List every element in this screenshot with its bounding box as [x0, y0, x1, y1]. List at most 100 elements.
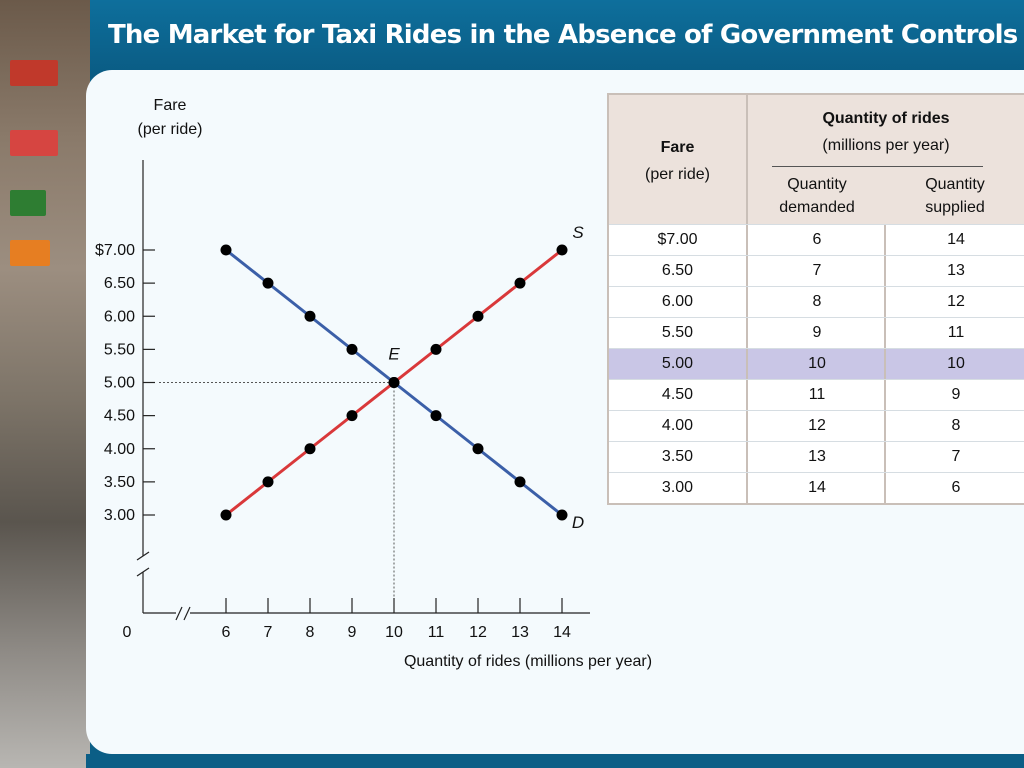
quantity-supplied-cell: 7 — [884, 442, 1024, 472]
x-tick-label: 9 — [348, 624, 357, 641]
quantity-demanded-cell: 11 — [746, 380, 886, 410]
table-row: 3.50 13 7 — [609, 441, 1024, 472]
series — [220, 244, 568, 521]
y-axis-title: Fare — [154, 97, 187, 114]
quantity-supplied-cell: 10 — [884, 349, 1024, 379]
quantity-supplied-cell: 13 — [884, 256, 1024, 286]
supply-point — [556, 244, 568, 256]
table-header: Fare (per ride) Quantity of rides (milli… — [609, 95, 1024, 224]
quantity-demanded-cell: 14 — [746, 473, 886, 503]
quantity-supplied-cell: 12 — [884, 287, 1024, 317]
fare-cell: 6.00 — [661, 293, 694, 310]
y-tick-label: 3.50 — [104, 474, 135, 491]
demand-point — [430, 410, 442, 422]
x-tick-label: 6 — [222, 624, 231, 641]
demand-curve-label: D — [572, 513, 584, 532]
quantity-header: Quantity of rides — [822, 110, 950, 127]
x-tick-label: 7 — [264, 624, 273, 641]
fare-cell: 6.50 — [661, 262, 694, 279]
axes: $7.00 6.50 6.00 5.50 5.00 4.50 4.00 3.50 3.00 6 7 8… — [95, 160, 590, 641]
y-tick-label: $7.00 — [95, 242, 135, 259]
photo-sign — [10, 190, 46, 216]
fare-cell: 4.00 — [661, 417, 694, 434]
y-tick-label: 6.50 — [104, 275, 135, 292]
y-axis-break — [136, 551, 150, 561]
supply-point — [346, 410, 358, 422]
quantity-demanded-cell: 9 — [746, 318, 886, 348]
quantity-demanded-cell: 13 — [746, 442, 886, 472]
demand-point — [556, 509, 568, 521]
supply-point — [262, 476, 274, 488]
table-row: 4.50 11 9 — [609, 379, 1024, 410]
title-bar — [90, 0, 1024, 78]
x-tick-label: 11 — [428, 624, 445, 641]
chart-labels: Fare (per ride) Quantity of rides (million… — [138, 97, 653, 670]
quantity-supplied-cell: 8 — [884, 411, 1024, 441]
x-tick-label: 12 — [469, 624, 487, 641]
supply-curve-label: S — [572, 223, 584, 242]
demand-point — [304, 310, 316, 322]
header-line: demanded — [779, 199, 855, 216]
quantity-supplied-cell: 9 — [884, 380, 1024, 410]
y-axis-break — [136, 567, 150, 577]
table-row: 6.00 8 12 — [609, 286, 1024, 317]
x-tick-label: 14 — [553, 624, 571, 641]
supply-point — [430, 343, 442, 355]
equilibrium-guides — [159, 382, 395, 598]
table-row: 5.00 10 10 — [609, 348, 1024, 379]
x-tick-label: 8 — [306, 624, 315, 641]
table-row: 3.00 14 6 — [609, 472, 1024, 503]
fare-cell: 4.50 — [661, 386, 694, 403]
quantity-demanded-header: Quantity demanded — [748, 173, 886, 219]
photo-sign — [10, 60, 58, 86]
table-body: $7.00 6 14 6.50 7 13 6.00 8 12 5.50 9 11 5.00 10 10 4.5… — [609, 224, 1024, 503]
fare-cell: 3.50 — [661, 448, 694, 465]
photo-sign — [10, 240, 50, 266]
header-line: supplied — [925, 199, 985, 216]
fare-cell: 3.00 — [661, 479, 694, 496]
supply-point — [388, 377, 400, 388]
quantity-demanded-cell: 7 — [746, 256, 886, 286]
quantity-demanded-cell: 10 — [746, 349, 886, 379]
supply-point — [514, 277, 526, 289]
quantity-supplied-cell: 11 — [884, 318, 1024, 348]
supply-point — [472, 310, 484, 322]
equilibrium-label: E — [388, 345, 400, 364]
quantity-supplied-header: Quantity supplied — [886, 173, 1024, 219]
supply-point — [220, 509, 232, 521]
fare-subheader: (per ride) — [645, 166, 710, 183]
y-axis-title: (per ride) — [138, 121, 203, 138]
slide-title: The Market for Taxi Rides in the Absence… — [108, 20, 1018, 50]
quantity-demanded-cell: 12 — [746, 411, 886, 441]
quantity-supplied-cell: 14 — [884, 225, 1024, 255]
demand-point — [472, 443, 484, 455]
header-line: Quantity — [787, 176, 847, 193]
fare-cell: $7.00 — [657, 231, 698, 248]
photo-sign — [10, 130, 58, 156]
y-tick-label: 4.50 — [104, 408, 135, 425]
fare-header: Fare — [660, 139, 695, 156]
x-axis-title: Quantity of rides (millions per year) — [404, 653, 652, 670]
y-tick-label: 5.50 — [104, 341, 135, 358]
table-row: 4.00 12 8 — [609, 410, 1024, 441]
y-tick-label: 5.00 — [104, 375, 135, 392]
fare-header-cell: Fare (per ride) — [609, 95, 748, 224]
quantity-header-cell: Quantity of rides (millions per year) — [748, 109, 1024, 156]
bottom-bar — [86, 754, 1024, 768]
header-line: Quantity — [925, 176, 985, 193]
x-axis-break — [175, 606, 183, 621]
table-row: $7.00 6 14 — [609, 224, 1024, 255]
demand-point — [262, 277, 274, 289]
x-tick-label: 10 — [385, 624, 403, 641]
x-origin-label: 0 — [123, 624, 132, 641]
table-row: 6.50 7 13 — [609, 255, 1024, 286]
y-tick-label: 3.00 — [104, 507, 135, 524]
table-row: 5.50 9 11 — [609, 317, 1024, 348]
x-tick-label: 13 — [511, 624, 529, 641]
quantity-supplied-cell: 6 — [884, 473, 1024, 503]
demand-point — [346, 343, 358, 355]
fare-cell: 5.50 — [661, 324, 694, 341]
y-tick-label: 6.00 — [104, 308, 135, 325]
header-rule — [772, 166, 983, 167]
